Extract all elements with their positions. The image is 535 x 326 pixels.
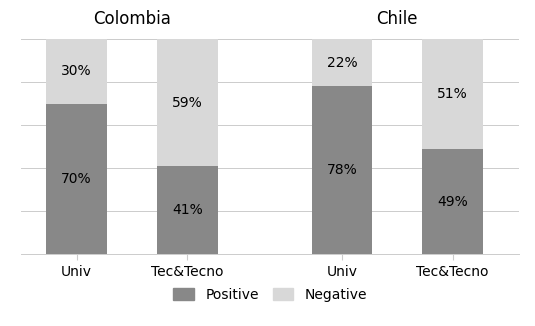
Text: 59%: 59%: [172, 96, 203, 110]
Text: Chile: Chile: [377, 10, 418, 28]
Bar: [157, 39, 218, 166]
Text: 51%: 51%: [437, 87, 468, 101]
Bar: [157, 166, 218, 254]
Bar: [46, 104, 107, 254]
Bar: [311, 39, 372, 86]
Text: 22%: 22%: [327, 56, 357, 70]
Text: Colombia: Colombia: [93, 10, 171, 28]
Legend: Positive, Negative: Positive, Negative: [168, 282, 372, 307]
Bar: [46, 39, 107, 104]
Bar: [422, 149, 483, 254]
Text: 70%: 70%: [62, 172, 92, 186]
Text: 49%: 49%: [437, 195, 468, 209]
Text: 78%: 78%: [327, 163, 357, 177]
Text: 30%: 30%: [62, 65, 92, 78]
Bar: [311, 86, 372, 254]
Text: 41%: 41%: [172, 203, 203, 217]
Bar: [422, 39, 483, 149]
